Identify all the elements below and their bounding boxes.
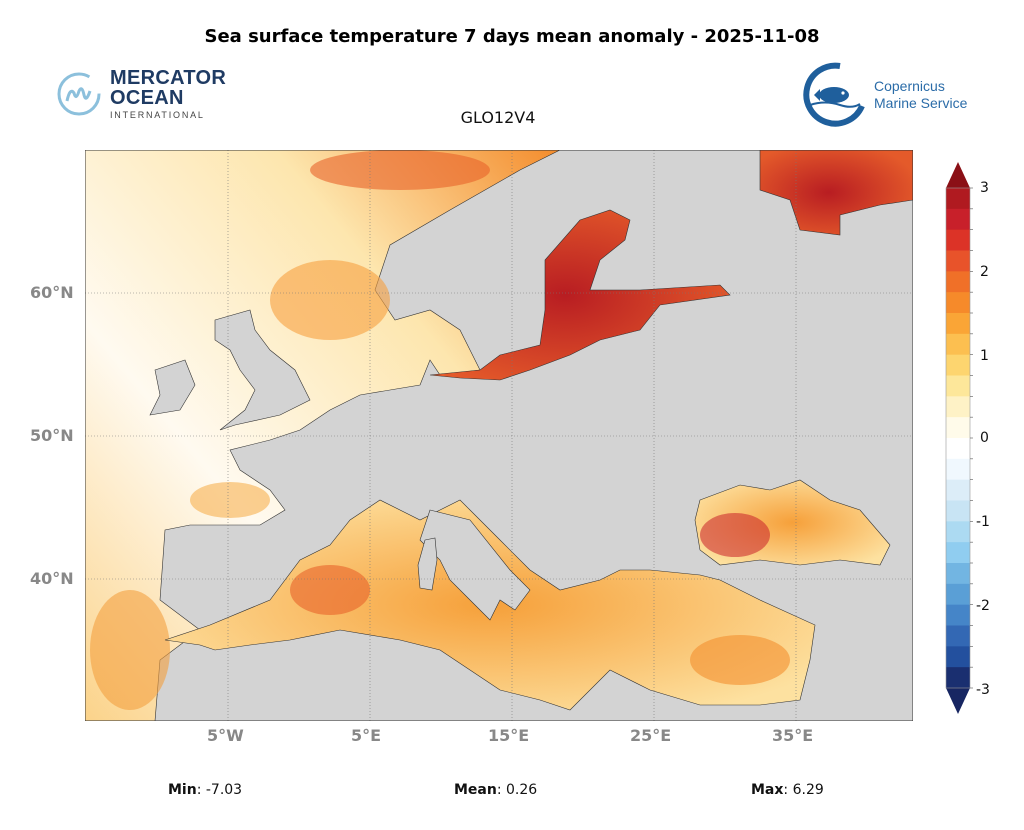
lat-tick: 50°N [30, 426, 74, 445]
lat-tick: 60°N [30, 283, 74, 302]
colorbar-bin [946, 521, 970, 543]
lon-tick: 5°W [207, 726, 244, 745]
colorbar-bin [946, 583, 970, 606]
mercator-line3: INTERNATIONAL [110, 110, 205, 120]
copernicus-line1: Copernicus [874, 78, 945, 95]
colorbar-bin [946, 354, 970, 376]
lon-tick: 25°E [630, 726, 672, 745]
copernicus-fish-icon [803, 62, 865, 127]
colorbar-extend-bottom [946, 688, 970, 714]
colorbar-label: -2 [976, 598, 990, 614]
colorbar-label: 3 [980, 180, 989, 196]
colorbar-label: 0 [980, 430, 989, 446]
copernicus-logo: Copernicus Marine Service [800, 62, 967, 128]
colorbar-label: 2 [980, 264, 989, 280]
min-label: Min [168, 782, 197, 798]
mercator-m-icon [57, 72, 101, 116]
lon-tick: 5°E [351, 726, 382, 745]
colorbar-bin [946, 563, 970, 585]
mean-value: : 0.26 [496, 782, 538, 798]
stat-mean: Mean: 0.26 [454, 782, 537, 798]
colorbar-bin [946, 396, 970, 418]
copernicus-line2: Marine Service [874, 95, 968, 111]
figure-title: Sea surface temperature 7 days mean anom… [204, 26, 820, 47]
model-name: GLO12V4 [460, 108, 536, 127]
graticule [85, 150, 913, 721]
lat-tick: 40°N [30, 569, 74, 588]
colorbar [945, 162, 973, 714]
colorbar-label: -1 [976, 514, 990, 530]
sst-anomaly-map [85, 150, 913, 721]
mercator-logo: MERCATOR OCEAN INTERNATIONAL [56, 68, 226, 120]
colorbar-bin [946, 271, 970, 293]
colorbar-bin [946, 646, 970, 668]
colorbar-bin [946, 250, 970, 272]
min-value: : -7.03 [196, 782, 243, 798]
colorbar-bin [946, 188, 970, 210]
colorbar-bin [946, 417, 970, 439]
colorbar-bin [946, 208, 970, 231]
colorbar-bin [946, 333, 970, 356]
colorbar-bin [946, 500, 970, 522]
colorbar-bin [946, 667, 970, 689]
max-label: Max [751, 782, 784, 798]
colorbar-bin [946, 229, 970, 251]
mean-label: Mean [454, 782, 497, 798]
mercator-line1: MERCATOR [110, 67, 227, 89]
colorbar-bin [946, 542, 970, 564]
colorbar-bin [946, 438, 970, 460]
great-britain [214, 309, 311, 431]
stat-min: Min: -7.03 [168, 782, 242, 798]
sardinia-corsica [417, 537, 438, 591]
ireland [149, 359, 196, 416]
colorbar-bin [946, 292, 970, 314]
white-sea [759, 150, 913, 236]
colorbar-label: 1 [980, 348, 989, 364]
colorbar-bin [946, 458, 970, 481]
colorbar-bin [946, 625, 970, 647]
baltic-sea [429, 209, 731, 381]
colorbar-bin [946, 479, 970, 501]
mercator-line2: OCEAN [110, 87, 184, 109]
lon-tick: 15°E [488, 726, 530, 745]
colorbar-bin [946, 375, 970, 397]
stat-max: Max: 6.29 [751, 782, 824, 798]
colorbar-bin [946, 604, 970, 626]
colorbar-extend-top [946, 162, 970, 188]
max-value: : 6.29 [783, 782, 824, 798]
colorbar-bin [946, 313, 970, 335]
colorbar-label: -3 [976, 682, 990, 698]
lon-tick: 35°E [772, 726, 814, 745]
